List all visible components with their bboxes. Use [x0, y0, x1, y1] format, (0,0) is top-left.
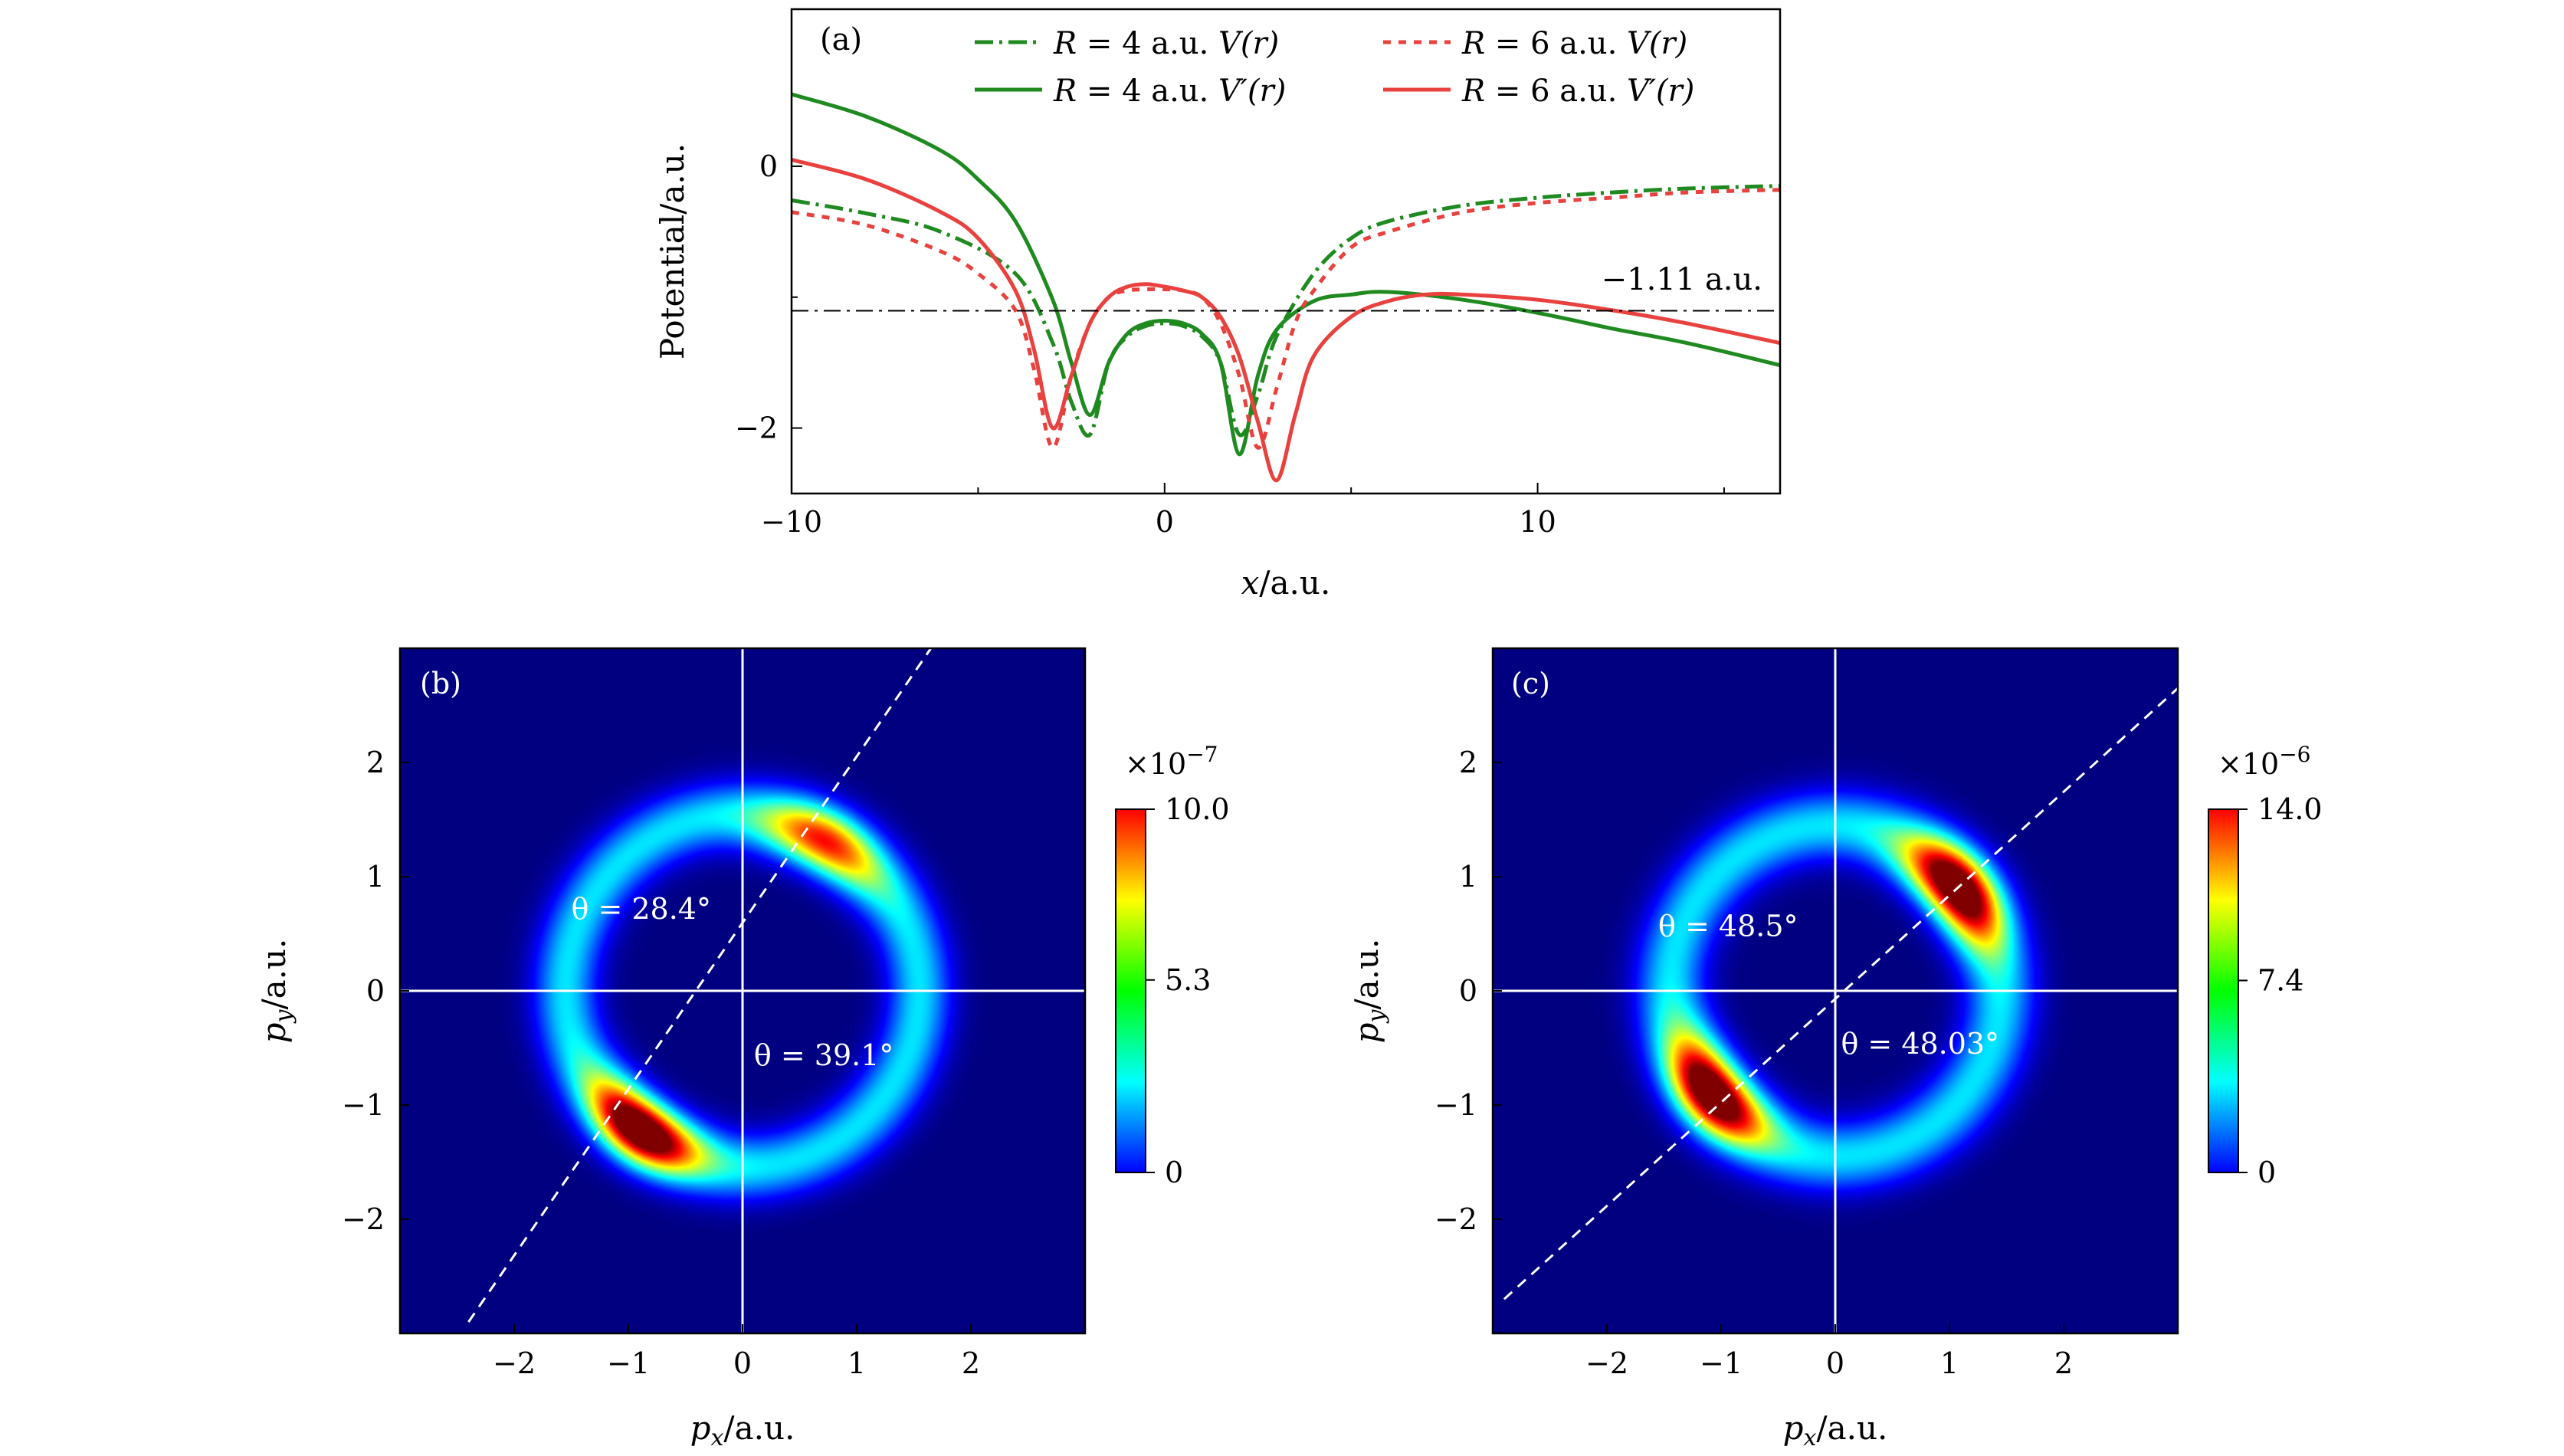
panel-a-y-axis-label: Potential/a.u.: [654, 143, 691, 359]
panel-a-x-axis-label: x/a.u.: [1241, 564, 1331, 602]
panel-b-ticks: −2 −1 0 1 2 2 1 0 −1 −2: [342, 746, 980, 1380]
panel-b-colorbar: [1115, 808, 1146, 1173]
svg-text:R = 4 a.u. V′(r): R = 4 a.u. V′(r): [1053, 74, 1286, 109]
panel-b-colorbar-ticks: 10.0 5.3 0: [1146, 792, 1230, 1189]
y-tick-label: 0: [366, 974, 385, 1008]
legend-func-2: V′(r): [1218, 74, 1286, 109]
legend-entry-3: R = 6 a.u. V(r): [1383, 26, 1687, 61]
x-tick-label: −1: [607, 1346, 650, 1380]
legend-value-2: = 4 a.u.: [1087, 74, 1208, 109]
series-line-4: [792, 157, 1780, 483]
legend-var-4: R: [1461, 74, 1485, 109]
panel-b-y-axis-label: py/a.u.: [255, 939, 297, 1044]
panel-c-ticks: −2 −1 0 1 2 2 1 0 −1 −2: [1434, 746, 2073, 1380]
series-line-2: [792, 92, 1780, 457]
x-tick-label: 2: [2054, 1346, 2073, 1380]
dashed-direction-line: [467, 648, 933, 1323]
panel-a-ticks: −10 0 10 0 −2: [735, 149, 1725, 539]
y-tick-label: 0: [759, 149, 778, 183]
panel-b-label: (b): [420, 667, 461, 700]
legend-func-4: V′(r): [1627, 74, 1694, 109]
panel-a-frame: [790, 8, 1782, 495]
legend-var-2: R: [1053, 74, 1077, 109]
svg-text:R = 6 a.u. V′(r): R = 6 a.u. V′(r): [1461, 74, 1694, 109]
x-tick-label: 2: [962, 1346, 980, 1380]
y-tick-label: 2: [1459, 746, 1477, 779]
angle-annotation-1: θ = 48.5°: [1658, 909, 1798, 943]
legend-func-3: V(r): [1627, 26, 1687, 61]
x-tick-label: 0: [1156, 505, 1174, 539]
y-tick-label: 1: [366, 860, 385, 894]
colorbar-tick-label: 10.0: [1165, 792, 1230, 826]
x-tick-label: 0: [1826, 1346, 1844, 1380]
x-tick-label: −2: [493, 1346, 536, 1380]
colorbar-tick-label: 7.4: [2257, 963, 2303, 997]
angle-annotation-2: θ = 39.1°: [754, 1038, 894, 1072]
colorbar-tick-label: 0: [2257, 1156, 2276, 1189]
panel-b-colorbar-exponent: ×10−7: [1125, 742, 1218, 781]
y-tick-label: −2: [342, 1202, 385, 1236]
colorbar-tick-label: 14.0: [2257, 792, 2323, 826]
legend-value-1: = 4 a.u.: [1087, 26, 1208, 61]
legend-func-1: V(r): [1218, 26, 1279, 61]
colorbar-tick-label: 5.3: [1165, 963, 1211, 997]
y-tick-label: 0: [1459, 974, 1477, 1008]
panel-c-colorbar: [2208, 808, 2239, 1173]
x-tick-label: 10: [1519, 505, 1556, 539]
x-tick-label: −1: [1700, 1346, 1743, 1380]
x-tick-label: 1: [848, 1346, 866, 1380]
y-tick-label: −2: [1434, 1202, 1477, 1236]
y-tick-label: 2: [366, 746, 385, 779]
y-tick-label: −1: [342, 1088, 385, 1122]
colorbar-tick-label: 0: [1165, 1156, 1183, 1189]
panel-c-x-axis-label: px/a.u.: [1783, 1409, 1888, 1451]
angle-annotation-2: θ = 48.03°: [1841, 1027, 1999, 1061]
dashed-direction-line: [1503, 687, 2179, 1300]
panel-c-overlay: θ = 48.5° θ = 48.03°: [1493, 648, 2179, 1333]
panel-c-colorbar-ticks: 14.0 7.4 0: [2238, 792, 2323, 1189]
panel-b-momentum-map: θ = 28.4° θ = 39.1° −2 −1 0 1 2 2 1 0 −1 −2 (b) px…: [255, 647, 1230, 1451]
legend-entry-4: R = 6 a.u. V′(r): [1383, 74, 1694, 109]
svg-text:R = 4 a.u. V(r): R = 4 a.u. V(r): [1053, 26, 1279, 61]
svg-text:R = 6 a.u. V(r): R = 6 a.u. V(r): [1461, 26, 1687, 61]
y-tick-label: −2: [735, 412, 778, 445]
panel-a-potential-plot: −1.11 a.u. −10 0 10 0 −2 (a) R = 4 a.u. V(r)…: [654, 8, 1782, 602]
panel-a-label: (a): [820, 22, 862, 57]
panel-c-y-axis-label: py/a.u.: [1348, 939, 1390, 1044]
panel-b-overlay: θ = 28.4° θ = 39.1°: [400, 648, 1085, 1333]
x-tick-label: −2: [1585, 1346, 1628, 1380]
x-tick-label: 0: [733, 1346, 752, 1380]
panel-b-x-axis-label: px/a.u.: [690, 1409, 795, 1451]
reference-line-label: −1.11 a.u.: [1602, 262, 1762, 297]
x-tick-label: 1: [1940, 1346, 1959, 1380]
angle-annotation-1: θ = 28.4°: [572, 892, 712, 926]
legend-value-3: = 6 a.u.: [1495, 26, 1617, 61]
legend-entry-2: R = 4 a.u. V′(r): [975, 74, 1286, 109]
panel-c-momentum-map: θ = 48.5° θ = 48.03° −2 −1 0 1 2 2 1 0 −1 −2 (c) p…: [1348, 647, 2323, 1451]
legend-var-1: R: [1053, 26, 1077, 61]
legend: R = 4 a.u. V(r) R = 4 a.u. V′(r) R = 6 a…: [975, 26, 1694, 109]
legend-entry-1: R = 4 a.u. V(r): [975, 26, 1279, 61]
y-tick-label: −1: [1434, 1088, 1477, 1122]
panel-c-colorbar-exponent: ×10−6: [2218, 742, 2310, 781]
y-tick-label: 1: [1459, 860, 1477, 894]
x-tick-label: −10: [761, 505, 822, 539]
legend-value-4: = 6 a.u.: [1495, 74, 1617, 109]
panel-c-label: (c): [1511, 667, 1550, 700]
legend-var-3: R: [1461, 26, 1485, 61]
